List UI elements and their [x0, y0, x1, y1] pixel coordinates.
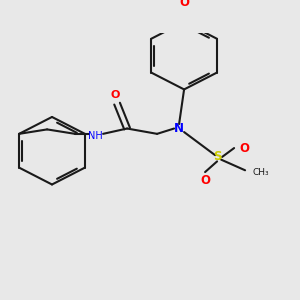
Text: O: O	[239, 142, 249, 154]
Text: CH₃: CH₃	[252, 168, 269, 177]
Text: N: N	[174, 122, 184, 135]
Text: S: S	[213, 151, 221, 164]
Text: O: O	[179, 0, 189, 9]
Text: O: O	[200, 174, 210, 188]
Text: O: O	[110, 90, 120, 100]
Text: NH: NH	[88, 130, 103, 141]
